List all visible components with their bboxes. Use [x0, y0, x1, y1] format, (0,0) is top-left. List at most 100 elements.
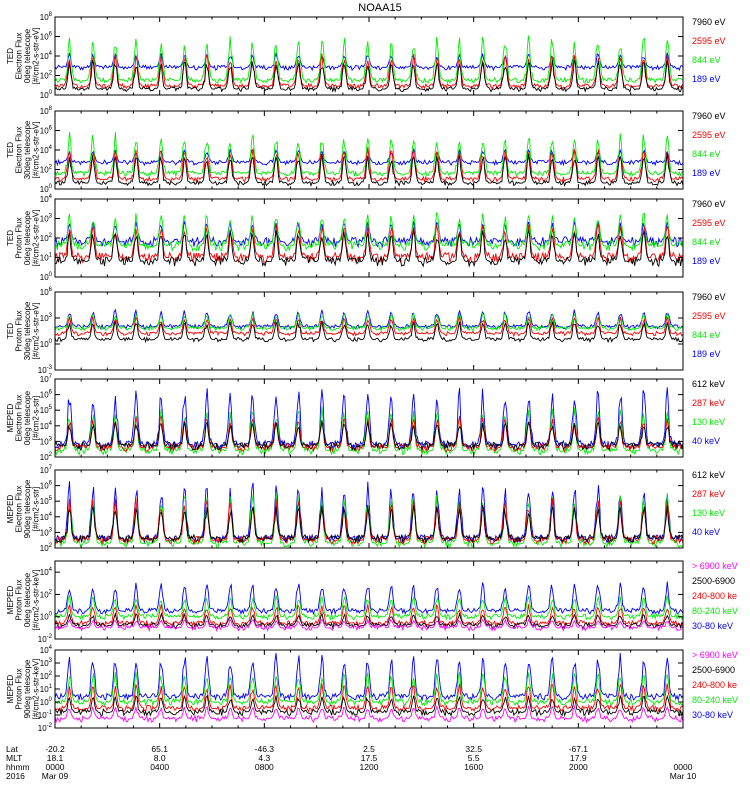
series-line	[54, 671, 684, 707]
x-row-label: Lat	[6, 744, 18, 754]
y-axis-label-line: [#/cm2-s-str-keV]	[32, 570, 41, 631]
series-line	[54, 387, 684, 450]
legend-entry: 287 keV	[692, 489, 725, 499]
series-line	[54, 504, 684, 545]
legend-entry: 844 eV	[692, 149, 721, 159]
series-line	[54, 420, 684, 452]
legend-entry: 2500-6900	[692, 576, 735, 586]
x-tick-label-mlt: 18.1	[47, 753, 64, 763]
legend-entry: 612 keV	[692, 379, 725, 389]
y-tick-label: 100	[40, 339, 53, 349]
legend-entry: 844 eV	[692, 330, 721, 340]
y-tick-label: 105	[40, 496, 53, 506]
y-tick-label: 104	[40, 567, 53, 577]
y-axis-label-line: MEPED	[6, 495, 15, 524]
legend-entry: 2595 eV	[692, 218, 726, 228]
legend-entry: 240-800 ke	[692, 680, 737, 690]
y-axis-label-line: Electron Flux	[15, 486, 24, 533]
x-tick-label-date: Mar 10	[670, 771, 697, 781]
x-tick-label-lat: 65.1	[151, 744, 168, 754]
legend-entry: 2595 eV	[692, 311, 726, 321]
x-tick-label-mlt: 17.5	[361, 753, 378, 763]
y-tick-label: 102	[40, 589, 53, 599]
legend-entry: > 6900 keV	[692, 650, 738, 660]
y-axis-label-line: [#/cm2-s-str-keV]	[32, 659, 41, 720]
series-line	[54, 611, 684, 630]
y-tick-label: 104	[40, 421, 53, 431]
series-line	[54, 132, 684, 178]
panel-4: 106 103 100 10-3 TED Proton Flux 30deg telesco…	[6, 287, 726, 375]
legend-entry: 844 eV	[692, 237, 721, 247]
panel-frame	[54, 560, 684, 640]
x-tick-label-mlt: 17.9	[570, 753, 587, 763]
y-tick-label: 100	[40, 184, 53, 194]
series-line	[54, 35, 684, 85]
y-tick-label: 104	[40, 512, 53, 522]
y-axis-label-line: 90deg telescope	[23, 659, 32, 718]
legend-entry: 130 keV	[692, 417, 725, 427]
y-axis-label-line: 0deg telescope	[23, 390, 32, 445]
y-tick-label: 106	[40, 32, 53, 42]
y-axis-label-line: Electron Flux	[15, 33, 24, 80]
series-line	[54, 652, 684, 702]
legend-entry: 612 keV	[692, 470, 725, 480]
y-axis-label-line: [#/cm2-s-str-eV]	[32, 122, 41, 179]
y-tick-label: 104	[40, 645, 53, 655]
x-tick-label-lat: -46.3	[255, 744, 275, 754]
series-line	[54, 59, 684, 93]
panel-2: 108 106 104 102 100 TED Electron Flux 30deg tel…	[6, 106, 726, 194]
series-line	[54, 229, 684, 268]
panel-8: 104 103 102 101 100 10-1 10-2 MEPED Proton Flux 9…	[6, 645, 738, 733]
y-tick-label: 103	[40, 527, 53, 537]
legend-entry: 7960 eV	[692, 292, 726, 302]
series-line	[54, 311, 684, 332]
y-tick-label: 100	[40, 612, 53, 622]
y-tick-label: 107	[40, 374, 53, 384]
panel-3: 104 103 102 101 100 TED Proton Flux 0deg telesc…	[6, 194, 726, 282]
y-tick-label: 106	[40, 481, 53, 491]
x-tick-label-hhmm: 1600	[464, 762, 483, 772]
series-line	[54, 618, 684, 633]
y-axis-label-line: [#/cm2-s-str-eV]	[32, 303, 41, 360]
legend-entry: 2595 eV	[692, 130, 726, 140]
y-tick-label: 108	[40, 106, 53, 116]
legend-entry: 189 eV	[692, 256, 721, 266]
y-tick-label: 103	[40, 313, 53, 323]
y-tick-label: 10-2	[38, 723, 53, 733]
y-tick-label: 100	[40, 90, 53, 100]
legend-entry: 7960 eV	[692, 111, 726, 121]
panel-6: 107 106 105 104 103 102 MEPED Electron Flux 90de…	[6, 465, 725, 553]
series-line	[54, 320, 684, 344]
panel-5: 107 106 105 104 103 102 MEPED Electron Flux 0deg…	[6, 374, 725, 462]
series-line	[54, 53, 684, 90]
x-tick-label-lat: -67.1	[569, 744, 589, 754]
legend-entry: 40 keV	[692, 527, 720, 537]
y-tick-label: 10-3	[38, 365, 53, 375]
y-axis-label-line: Electron Flux	[15, 127, 24, 174]
y-tick-label: 100	[40, 272, 53, 282]
y-axis-label-line: MEPED	[6, 404, 15, 433]
y-axis-label-line: TED	[6, 48, 15, 64]
y-axis-label-line: 0deg telescope	[23, 572, 32, 627]
x-row-label: hhmm	[6, 762, 30, 772]
legend-entry: 287 keV	[692, 398, 725, 408]
x-tick-label-date: Mar 09	[42, 771, 69, 781]
y-axis-label-line: 30deg telescope	[23, 120, 32, 179]
x-tick-label-hhmm: 0000	[674, 762, 693, 772]
series-line	[54, 694, 684, 718]
y-tick-label: 102	[40, 452, 53, 462]
series-line	[54, 212, 684, 253]
y-tick-label: 105	[40, 405, 53, 415]
y-tick-label: 107	[40, 465, 53, 475]
legend-entry: > 6900 keV	[692, 561, 738, 571]
y-axis-label-line: MEPED	[6, 675, 15, 704]
y-axis-label-line: TED	[6, 323, 15, 339]
x-tick-label-mlt: 5.5	[468, 753, 480, 763]
y-axis-label-line: Electron Flux	[15, 395, 24, 442]
x-row-label: 2016	[6, 771, 25, 781]
series-line	[54, 704, 684, 724]
y-tick-label: 102	[40, 233, 53, 243]
legend-entry: 240-800 ke	[692, 591, 737, 601]
